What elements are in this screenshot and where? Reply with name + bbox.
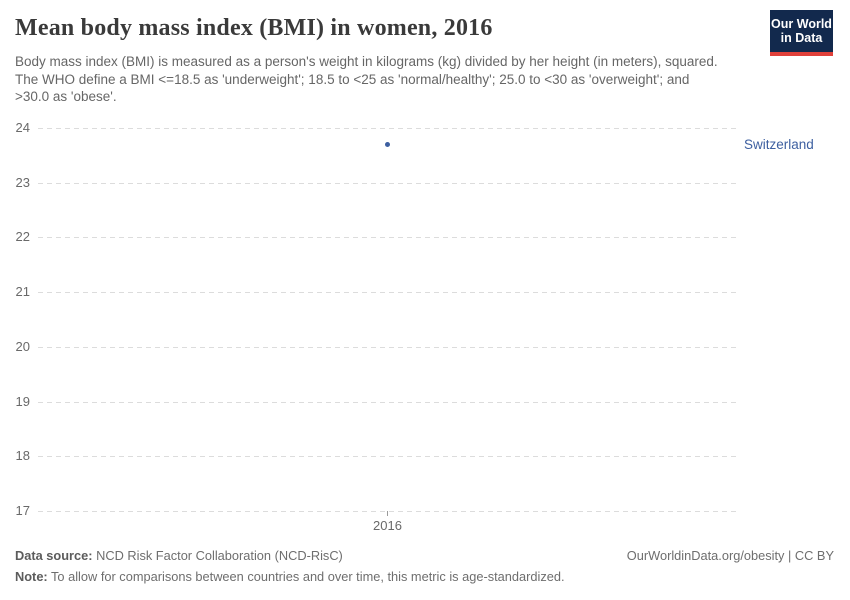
data-source-label: Data source: xyxy=(15,548,93,563)
x-axis-tick-mark xyxy=(387,511,388,516)
y-axis-tick-label: 22 xyxy=(15,229,30,245)
y-axis-tick-label: 20 xyxy=(15,338,30,354)
chart-subtitle: Body mass index (BMI) is measured as a p… xyxy=(15,54,718,105)
owid-logo-line2: in Data xyxy=(780,31,823,45)
y-axis-tick-label: 19 xyxy=(15,393,30,409)
entity-label-switzerland: Switzerland xyxy=(744,136,814,152)
gridline xyxy=(38,401,737,403)
footer-note-line: Note: To allow for comparisons between c… xyxy=(15,569,834,585)
gridline xyxy=(38,456,737,458)
data-source-value: NCD Risk Factor Collaboration (NCD-RisC) xyxy=(92,548,343,563)
y-axis-tick-label: 17 xyxy=(15,503,30,518)
data-point-switzerland xyxy=(385,141,390,147)
y-axis-tick-label: 21 xyxy=(15,284,30,300)
note-value: To allow for comparisons between countri… xyxy=(47,569,565,584)
data-source-text: Data source: NCD Risk Factor Collaborati… xyxy=(15,548,343,564)
y-axis-tick-label: 24 xyxy=(15,120,30,135)
license-text: OurWorldinData.org/obesity | CC BY xyxy=(626,548,834,563)
y-axis-tick-label: 18 xyxy=(15,448,30,464)
gridline xyxy=(38,128,737,129)
footer-source-line: Data source: NCD Risk Factor Collaborati… xyxy=(15,548,834,564)
gridline xyxy=(38,346,737,348)
owid-logo-line1: Our World xyxy=(771,17,832,31)
x-axis-tick-label: 2016 xyxy=(373,518,402,533)
page-title: Mean body mass index (BMI) in women, 201… xyxy=(15,15,493,41)
gridline xyxy=(38,237,737,239)
y-axis-tick-label: 23 xyxy=(15,174,30,190)
note-label: Note: xyxy=(15,569,48,584)
gridline xyxy=(38,292,737,294)
gridline xyxy=(38,182,737,184)
owid-logo: Our World in Data xyxy=(770,10,833,56)
